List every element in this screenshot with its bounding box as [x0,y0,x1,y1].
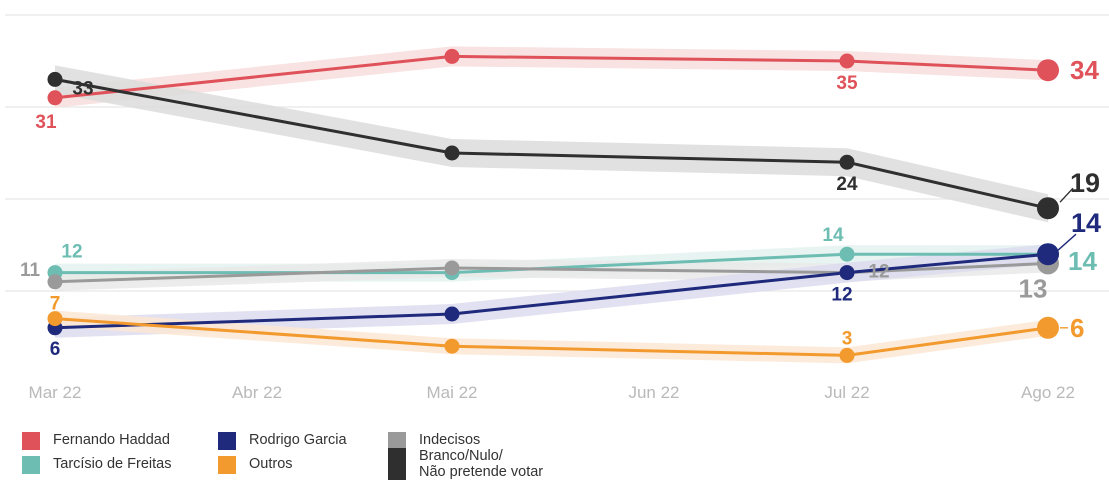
legend-swatch [22,432,40,450]
outros-label: 3 [842,328,853,349]
legend-swatch [218,456,236,474]
tarcisio-de-freitas-label: 14 [822,225,844,246]
data-labels: 31 35 34 33 24 19 12 14 14 11 12 13 6 12 14 7 3 6 [20,55,1101,360]
rodrigo-garcia-line [54,252,1049,330]
fernando-haddad-label: 35 [836,73,858,94]
x-tick-label: Jun 22 [628,383,679,402]
legend-item-branco-nulo: Branco/Nulo/ Não pretende votar [388,448,543,480]
confidence-bands [55,46,1048,364]
legend-label: Outros [249,456,293,472]
branco-nulo-leader-line [1059,187,1074,203]
x-tick-label: Ago 22 [1021,383,1075,402]
rodrigo-garcia-point [839,265,855,281]
line-chart: 31 35 34 33 24 19 12 14 14 11 12 13 6 12 14 7 3 6 Mar 22 A… [5,14,1109,402]
legend-label: Rodrigo Garcia [249,432,347,448]
fernando-haddad-label: 34 [1070,55,1099,85]
x-axis-ticks: Mar 22 Abr 22 Mai 22 Jun 22 Jul 22 Ago 22 [29,383,1075,402]
x-tick-label: Jul 22 [824,383,869,402]
indecisos-line [54,261,1049,284]
legend-label: Tarcísio de Freitas [53,456,172,472]
fernando-haddad-point [444,48,460,64]
branco-nulo-nao-pretende-votar-line [54,77,1049,210]
fernando-haddad-point [47,90,63,106]
branco-nulo-nao-pretende-votar-point [839,154,855,170]
indecisos-point [444,260,460,276]
outros-line [54,317,1049,357]
outros-label: 7 [50,294,61,315]
fernando-haddad-label: 31 [35,112,57,133]
branco-nulo-nao-pretende-votar-point [47,71,63,87]
tarcisio-de-freitas-point [839,246,855,262]
x-tick-label: Mai 22 [426,383,477,402]
legend-label: Fernando Haddad [53,432,170,448]
legend: Fernando Haddad Tarcísio de Freitas Rodr… [22,432,642,482]
legend-item-fernando-haddad: Fernando Haddad [22,432,170,450]
branco-nulo-nao-pretende-votar-label: 24 [836,174,858,195]
legend-swatch [388,448,406,480]
outros-label: 6 [1070,313,1084,343]
fernando-haddad-point [1037,59,1059,82]
data-points [47,48,1059,363]
legend-swatch [388,432,406,450]
rodrigo-garcia-point [1037,243,1059,266]
outros-band [55,310,1048,364]
branco-nulo-nao-pretende-votar-point [1037,197,1059,220]
series-lines [54,54,1049,357]
x-tick-label: Abr 22 [232,383,282,402]
outros-point [444,338,460,354]
rodrigo-garcia-band [55,244,1048,338]
rodrigo-garcia-label: 12 [831,285,852,306]
indecisos-point [47,274,63,290]
legend-label: Indecisos [419,432,481,448]
x-tick-label: Mar 22 [29,383,82,402]
legend-label: Branco/Nulo/ Não pretende votar [419,448,544,480]
legend-item-indecisos: Indecisos [388,432,480,450]
rodrigo-garcia-point [444,306,460,322]
outros-point [1037,316,1059,339]
tarcisio-de-freitas-line [55,252,1048,275]
branco-nulo-nao-pretende-votar-point [444,145,460,161]
legend-item-rodrigo-garcia: Rodrigo Garcia [218,432,347,450]
fernando-haddad-point [839,53,855,69]
indecisos-band [55,254,1048,291]
rodrigo-garcia-leader-line [1057,233,1077,251]
fernando-haddad-line [54,54,1049,100]
indecisos-label: 11 [20,260,41,281]
legend-item-outros: Outros [218,456,293,474]
branco-nulo-nao-pretende-votar-label: 33 [72,78,93,99]
legend-swatch [22,456,40,474]
tarcisio-de-freitas-label: 14 [1068,246,1097,276]
tarcisio-de-freitas-label: 12 [61,242,82,263]
legend-swatch [218,432,236,450]
rodrigo-garcia-label: 14 [1071,208,1101,238]
legend-item-tarcisio-de-freitas: Tarcísio de Freitas [22,456,171,474]
indecisos-label: 13 [1019,273,1048,303]
outros-point [839,347,855,363]
indecisos-label: 12 [868,262,889,283]
rodrigo-garcia-label: 6 [50,339,61,360]
outros-point [47,311,63,327]
branco-nulo-nao-pretende-votar-label: 19 [1070,168,1100,198]
branco-nulo-nao-pretende-votar-band [55,65,1048,223]
